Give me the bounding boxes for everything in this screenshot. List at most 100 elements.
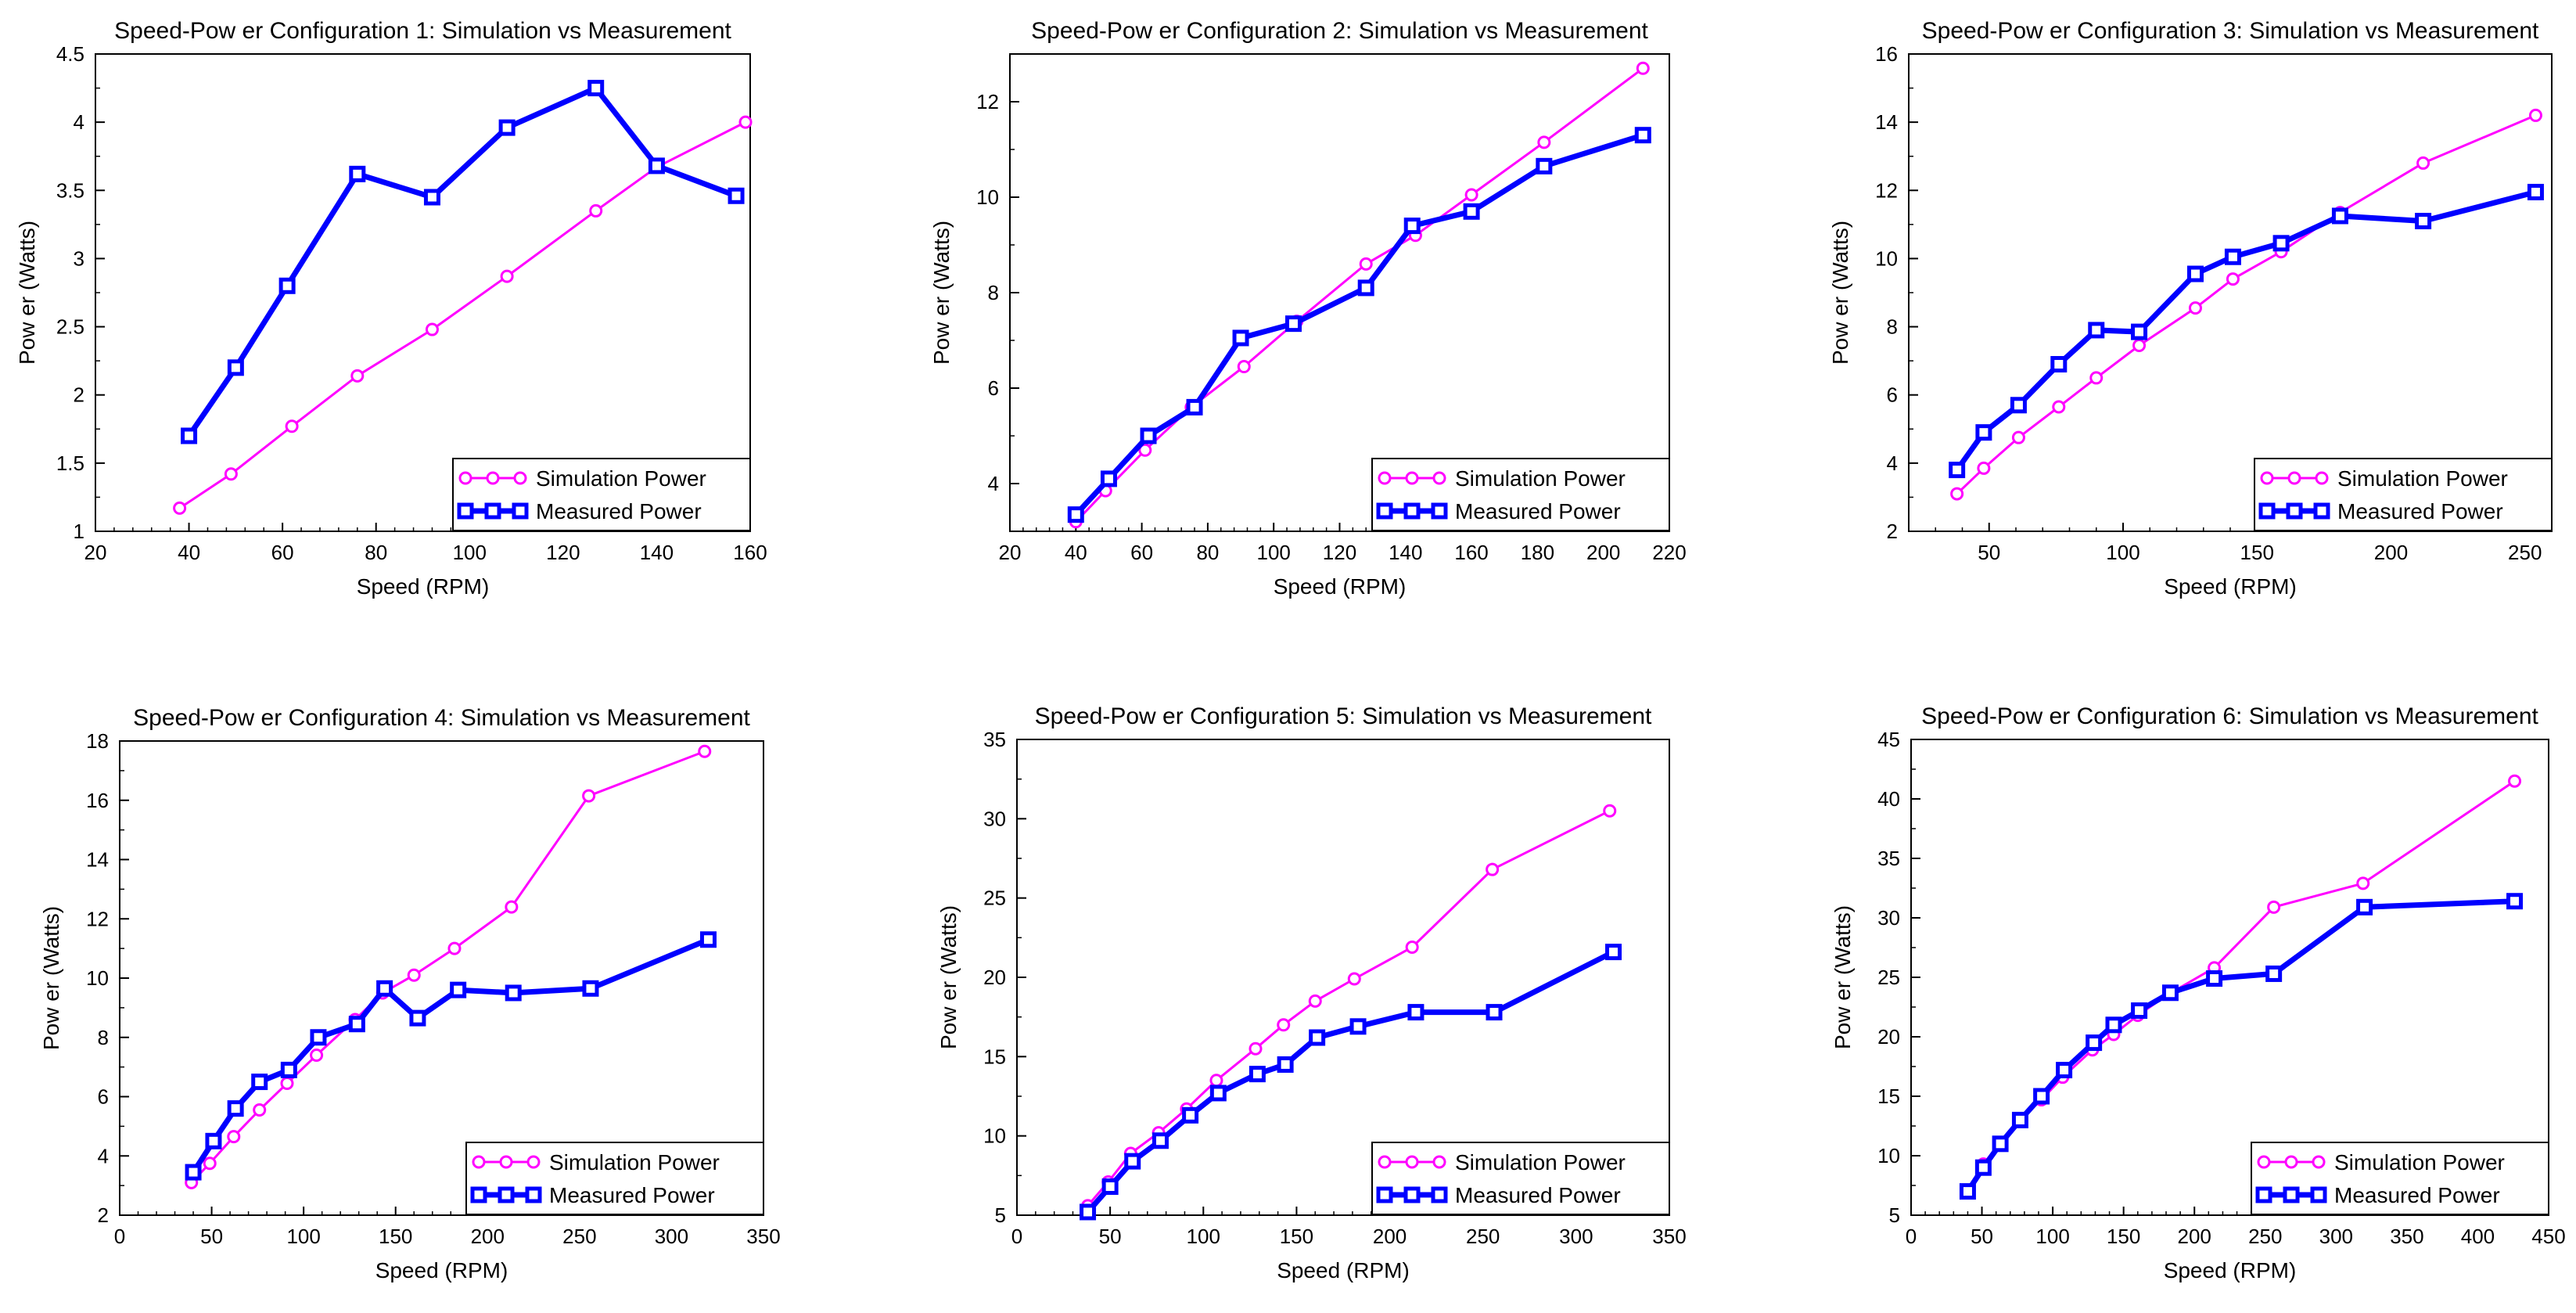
chart-2-measured-point-6 [1357,279,1374,297]
chart-1-measured-point-0 [181,427,198,444]
chart-5-y-tick-label: 30 [983,807,1006,830]
chart-3-measured-point-1 [1975,424,1992,441]
chart-5-measured-point-6 [1248,1066,1266,1083]
chart-4-title: Speed-Pow er Configuration 4: Simulation… [133,705,750,731]
chart-2-x-tick-label: 60 [1130,541,1153,564]
chart-1-y-tick-label: 4 [74,110,84,134]
chart-6-measured-point-11 [2265,965,2283,982]
chart-2-x-tick-label: 160 [1454,541,1488,564]
chart-3-simulation-point-4 [2089,371,2104,385]
chart-6-measured-point-4 [2033,1088,2050,1105]
chart-4-y-tick-label: 6 [98,1085,109,1109]
chart-1-measured-point-1 [227,359,244,376]
chart-4-simulation-point-12 [698,744,712,758]
chart-6-measured-point-8 [2131,1002,2148,1020]
chart-4-y-tick-label: 16 [86,789,109,812]
chart-1-legend-measured-point-2 [512,502,529,520]
chart-2-measured-point-3 [1186,398,1203,415]
chart-5-x-tick-label: 100 [1187,1225,1220,1248]
chart-3-y-tick-label: 14 [1875,110,1898,134]
chart-5-simulation-point-8 [1308,994,1322,1008]
chart-4-legend-measured-point-0 [470,1186,487,1203]
chart-3-legend-measured-point-1 [2286,502,2303,520]
chart-3-x-tick-label: 250 [2508,541,2542,564]
chart-4-simulation-point-10 [505,900,519,914]
chart-4-y-tick-label: 8 [98,1026,109,1049]
chart-4-y-tick-label: 14 [86,848,109,872]
chart-4-legend: Simulation Power Measured Power [465,1142,764,1215]
chart-6-y-tick-label: 35 [1877,847,1900,870]
chart-5-x-tick-label: 250 [1466,1225,1500,1248]
chart-6-legend-simulation-label: Simulation Power [2334,1150,2505,1175]
chart-4-legend-measured-label: Measured Power [549,1183,715,1207]
chart-3-simulation-point-5 [2132,339,2147,353]
chart-5-simulation-point-10 [1405,940,1419,954]
chart-4-legend-simulation-point-1 [499,1155,513,1169]
chart-5-x-tick-label: 150 [1280,1225,1313,1248]
chart-6-legend-measured-label: Measured Power [2334,1183,2500,1207]
chart-2-simulation-point-2 [1138,443,1152,457]
chart-4-legend-measured-point-1 [498,1186,515,1203]
chart-3-simulation-point-1 [1977,461,1991,475]
chart-3-measured-point-5 [2131,323,2148,340]
chart-3-measured-point-7 [2224,248,2241,265]
chart-3-simulation-point-3 [2052,400,2066,414]
chart-3-simulation-point-0 [1950,487,1964,501]
chart-4-measured-point-7 [376,980,393,997]
chart-4-simulation-point-5 [310,1048,324,1062]
chart-2-measured-point-1 [1100,470,1117,487]
chart-3-y-tick-label: 8 [1887,315,1898,339]
chart-4-simulation-point-2 [227,1130,241,1144]
chart-2-measured-point-4 [1232,329,1249,347]
chart-1-simulation-line [178,121,746,509]
chart-1-legend: Simulation Power Measured Power [452,458,751,531]
chart-3-x-axis-label: Speed (RPM) [2164,574,2297,599]
chart-2-x-axis-label: Speed (RPM) [1274,574,1407,599]
chart-4-legend-simulation-point-2 [526,1155,541,1169]
chart-3-measured-point-11 [2527,183,2544,200]
chart-3-measured-point-0 [1949,462,1966,479]
chart-1-measured-point-3 [349,165,366,182]
chart-1-y-tick-label: 2.5 [56,315,84,339]
chart-1-y-tick-label: 1.5 [56,451,84,475]
chart-1-simulation-point-3 [350,369,365,383]
chart-6-x-tick-label: 150 [2107,1225,2140,1248]
chart-6-x-tick-label: 350 [2390,1225,2423,1248]
chart-3-x-tick-label: 150 [2240,541,2274,564]
chart-6-y-tick-label: 30 [1877,906,1900,930]
chart-6-legend-simulation-point-0 [2257,1155,2271,1169]
chart-6-y-tick-label: 10 [1877,1144,1900,1167]
chart-6-y-tick-label: 25 [1877,966,1900,989]
chart-1-legend-measured-point-0 [457,502,474,520]
chart-5-measured-point-9 [1349,1018,1367,1035]
chart-6-x-tick-label: 450 [2531,1225,2565,1248]
chart-2-x-tick-label: 140 [1389,541,1422,564]
chart-1-legend-simulation-point-0 [458,471,472,485]
chart-2-simulation-point-9 [1537,135,1551,149]
chart-3-measured-point-3 [2050,356,2068,372]
chart-2-legend-measured-point-2 [1431,502,1448,520]
chart-5-simulation-point-9 [1347,972,1361,986]
chart-6-x-axis-label: Speed (RPM) [2164,1258,2297,1282]
chart-4-simulation-point-4 [280,1076,294,1090]
chart-4-simulation-point-1 [203,1157,217,1171]
chart-2-measured-point-5 [1284,315,1302,333]
chart-3-x-tick-label: 100 [2106,541,2139,564]
chart-4: Speed-Pow er Configuration 4: Simulation… [39,705,781,1282]
chart-1: Speed-Pow er Configuration 1: Simulation… [15,18,767,599]
chart-6-measured-point-1 [1974,1159,1992,1176]
chart-2-x-tick-label: 220 [1652,541,1686,564]
chart-1-measured-point-4 [423,189,440,206]
chart-1-measured-line [186,85,738,437]
chart-5-legend-simulation-point-2 [1432,1155,1446,1169]
chart-3-y-tick-label: 4 [1887,451,1898,475]
chart-3-y-tick-label: 6 [1887,383,1898,407]
chart-2-y-axis-label: Pow er (Watts) [929,221,954,365]
chart-3-simulation-point-7 [2226,272,2240,286]
chart-5-simulation-point-12 [1603,804,1617,818]
chart-3-legend-box [2254,458,2553,531]
chart-4-y-tick-label: 18 [86,729,109,753]
chart-6-legend-measured-point-2 [2310,1186,2327,1203]
chart-1-x-tick-label: 120 [546,541,580,564]
